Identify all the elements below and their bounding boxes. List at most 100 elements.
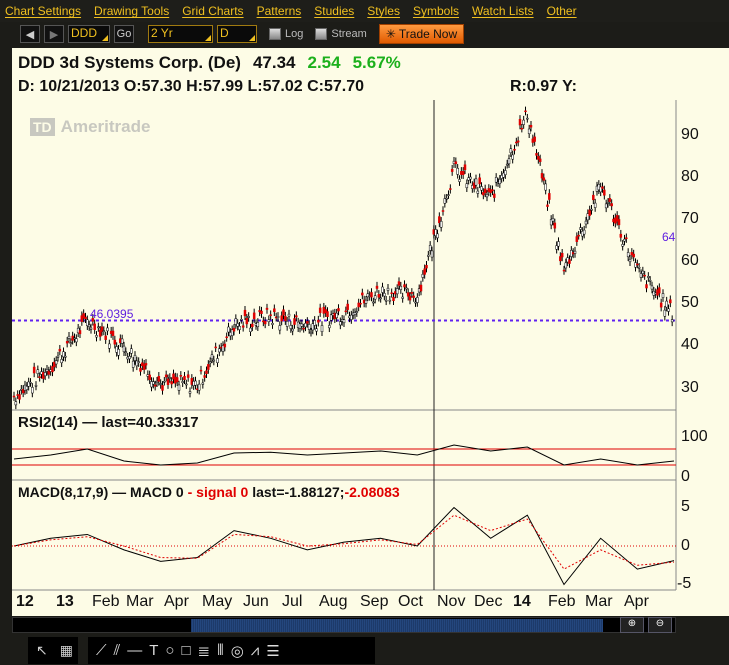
spiral-icon[interactable]: ◎ [230,642,244,660]
candle [194,380,197,386]
forward-button[interactable]: ▶ [44,25,64,43]
go-button[interactable]: Go [114,25,134,43]
text-tool-icon[interactable]: T [149,642,159,659]
x-tick: Apr [164,593,189,610]
candle [372,301,375,304]
line-tool-icon[interactable]: ⟋ [96,642,107,659]
candle [32,366,36,374]
candle [441,210,445,212]
menu-patterns[interactable]: Patterns [256,4,302,18]
candle [122,345,126,353]
trade-now-button[interactable]: ✳ Trade Now [378,24,465,44]
candle [181,381,184,384]
candle [588,209,591,216]
candle [302,327,305,330]
parallel-lines-icon[interactable]: ⫽ [113,642,121,659]
candle [318,307,322,313]
candle [128,355,131,360]
macd-value: 0 [175,484,184,500]
x-tick: Mar [585,593,613,610]
candle [606,202,610,204]
td-ameritrade-watermark: TD Ameritrade [30,117,150,137]
candle [98,330,102,337]
candle [359,302,362,305]
candle [544,183,547,191]
candle [238,326,241,330]
rectangle-tool-icon[interactable]: □ [181,642,191,659]
candle [379,297,382,300]
candle [439,221,443,228]
menu-chart-settings[interactable]: Chart Settings [5,4,82,18]
scrollbar-thumb[interactable] [191,619,603,632]
candle [243,309,247,317]
candle [223,343,227,348]
fibonacci-icon[interactable]: ≣ [197,642,211,660]
candle [445,197,448,200]
candle [56,355,60,358]
candle [27,381,30,387]
signal-value: 0 [240,484,249,500]
macd-name: MACD [130,484,173,500]
menu-styles[interactable]: Styles [367,4,400,18]
candle [485,194,489,198]
candle [434,229,437,236]
candle [416,297,419,303]
stream-checkbox[interactable]: Stream [315,28,367,40]
candle [586,213,590,221]
menu-grid-charts[interactable]: Grid Charts [182,4,244,18]
scrollbar[interactable] [12,617,676,633]
x-tick: Feb [548,593,576,610]
period-select[interactable]: 2 Yr [148,25,213,43]
checkbox-icon [315,28,328,40]
log-checkbox[interactable]: Log [269,28,303,40]
interval-select[interactable]: D [217,25,257,43]
candle [373,295,377,300]
candle [67,335,71,339]
candle [144,363,148,366]
candle [73,337,76,340]
grid-tool-icon[interactable]: ▦ [59,642,73,658]
candle [615,215,619,222]
price-tick: 90 [681,126,699,143]
candle [218,348,221,353]
candle [498,179,502,184]
menu-studies[interactable]: Studies [314,4,355,18]
symbol-input[interactable]: DDD [68,25,110,43]
candle [401,296,404,299]
candle [450,168,454,172]
menu-drawing-tools[interactable]: Drawing Tools [94,4,170,18]
candle [559,256,562,262]
pointer-tool-icon[interactable]: ↖ [36,642,48,658]
chart-area[interactable] [12,48,729,616]
menu-other[interactable]: Other [546,4,577,18]
more-tools-icon[interactable]: ☰ [266,642,280,660]
menu-watch-lists[interactable]: Watch Lists [472,4,534,18]
zoom-in-button[interactable]: ⊕ [620,617,644,633]
candle [438,216,441,224]
price-tick: 80 [681,168,699,185]
candle [617,219,621,226]
macd-tick: -5 [677,575,692,592]
zoom-out-button[interactable]: ⊖ [648,617,672,633]
candle [533,136,536,142]
candle [610,203,613,207]
candle [388,299,392,302]
candle [212,359,216,362]
candle [247,316,250,318]
price-tick: 60 [681,252,699,269]
menu-symbols[interactable]: Symbols [412,4,459,18]
back-button[interactable]: ◀ [20,25,40,43]
candle [575,236,579,242]
candle [120,338,124,344]
candle [36,369,40,374]
vertical-lines-icon[interactable]: ⦀ [217,642,224,659]
candle [665,300,668,308]
candle [271,322,274,325]
fan-tool-icon[interactable]: ⩘ [250,642,260,659]
candle [227,326,230,333]
horizontal-line-icon[interactable]: — [127,642,143,659]
ellipse-tool-icon[interactable]: ○ [165,642,175,659]
candle [592,194,595,201]
candle [307,324,311,330]
